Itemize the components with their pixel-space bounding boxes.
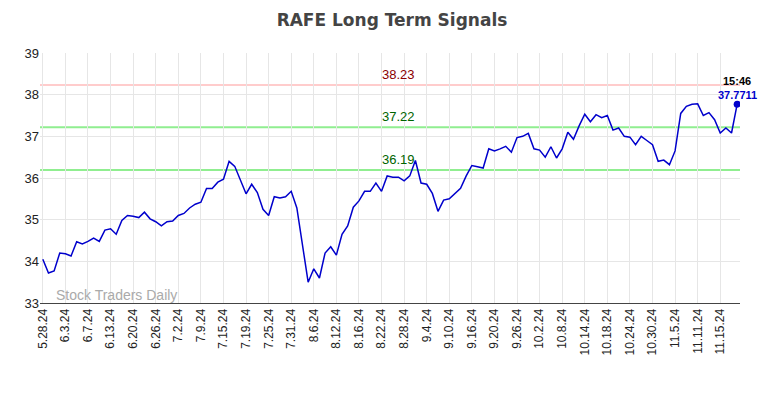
svg-text:10.18.24: 10.18.24 — [600, 308, 614, 355]
svg-text:9.16.24: 9.16.24 — [465, 308, 479, 348]
svg-text:36: 36 — [25, 171, 39, 186]
svg-text:5.28.24: 5.28.24 — [36, 308, 50, 348]
svg-text:33: 33 — [25, 296, 39, 311]
svg-text:10.30.24: 10.30.24 — [645, 308, 659, 355]
svg-text:37.7711: 37.7711 — [718, 89, 757, 101]
svg-text:9.4.24: 9.4.24 — [420, 308, 434, 342]
svg-text:10.8.24: 10.8.24 — [555, 308, 569, 348]
svg-text:8.6.24: 8.6.24 — [307, 308, 321, 342]
svg-text:9.20.24: 9.20.24 — [487, 308, 501, 348]
svg-text:9.10.24: 9.10.24 — [442, 308, 456, 348]
svg-text:11.11.24: 11.11.24 — [691, 308, 705, 353]
svg-text:9.26.24: 9.26.24 — [510, 308, 524, 348]
svg-text:7.25.24: 7.25.24 — [262, 308, 276, 348]
svg-text:11.15.24: 11.15.24 — [713, 308, 727, 354]
svg-text:8.16.24: 8.16.24 — [352, 308, 366, 348]
svg-text:38: 38 — [25, 87, 39, 102]
svg-text:8.22.24: 8.22.24 — [374, 308, 388, 348]
svg-text:7.15.24: 7.15.24 — [216, 308, 230, 348]
svg-text:10.24.24: 10.24.24 — [623, 308, 637, 355]
svg-text:34: 34 — [25, 254, 39, 269]
svg-text:39: 39 — [25, 46, 39, 61]
svg-text:15:46: 15:46 — [723, 75, 751, 87]
svg-text:7.9.24: 7.9.24 — [194, 308, 208, 342]
svg-text:RAFE Long Term Signals: RAFE Long Term Signals — [277, 10, 508, 30]
svg-text:6.13.24: 6.13.24 — [103, 308, 117, 348]
svg-text:10.2.24: 10.2.24 — [533, 308, 547, 348]
svg-text:6.20.24: 6.20.24 — [126, 308, 140, 348]
svg-text:7.31.24: 7.31.24 — [284, 308, 298, 348]
svg-text:8.12.24: 8.12.24 — [329, 308, 343, 348]
svg-text:37.22: 37.22 — [382, 109, 415, 124]
svg-text:37: 37 — [25, 129, 39, 144]
svg-text:Stock Traders Daily: Stock Traders Daily — [56, 287, 177, 303]
svg-text:38.23: 38.23 — [382, 67, 415, 82]
svg-text:6.26.24: 6.26.24 — [149, 308, 163, 348]
svg-text:6.3.24: 6.3.24 — [58, 308, 72, 342]
svg-text:8.28.24: 8.28.24 — [397, 308, 411, 348]
svg-text:35: 35 — [25, 212, 39, 227]
svg-text:10.14.24: 10.14.24 — [578, 308, 592, 355]
svg-text:6.7.24: 6.7.24 — [81, 308, 95, 342]
svg-text:36.19: 36.19 — [382, 152, 415, 167]
svg-text:11.5.24: 11.5.24 — [668, 308, 682, 347]
svg-text:7.19.24: 7.19.24 — [239, 308, 253, 348]
svg-text:7.2.24: 7.2.24 — [171, 308, 185, 342]
